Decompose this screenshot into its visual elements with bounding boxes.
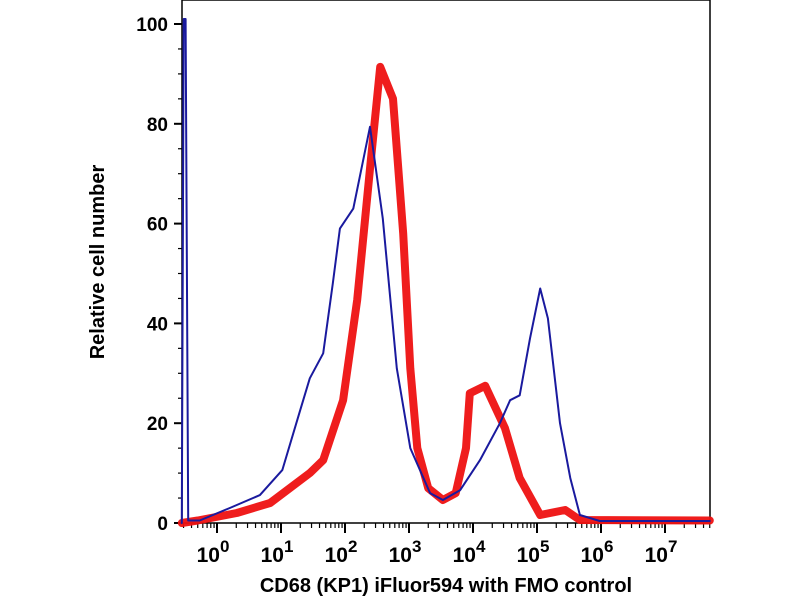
x-tick-base: 10 (325, 544, 348, 567)
y-tick-label: 20 (147, 414, 168, 435)
x-tick-label: 100 (197, 537, 230, 567)
x-tick-label: 102 (325, 537, 358, 567)
x-tick-label: 107 (645, 537, 678, 567)
plot-frame (181, 0, 711, 524)
y-axis-label: Relative cell number (87, 165, 109, 360)
x-tick-base: 10 (261, 544, 284, 567)
x-tick-label: 105 (517, 537, 550, 567)
y-tick-label: 80 (147, 115, 168, 136)
x-tick-label: 103 (389, 537, 422, 567)
x-tick-exponent: 1 (284, 537, 293, 556)
x-axis-label: CD68 (KP1) iFluor594 with FMO control (260, 575, 632, 597)
x-tick-label: 106 (581, 537, 614, 567)
y-tick-label: 100 (136, 15, 168, 36)
x-tick-base: 10 (453, 544, 476, 567)
x-tick-base: 10 (645, 544, 668, 567)
x-tick-exponent: 2 (348, 537, 357, 556)
x-tick-base: 10 (197, 544, 220, 567)
y-tick-label: 60 (147, 215, 168, 236)
x-tick-exponent: 7 (668, 537, 677, 556)
x-tick-exponent: 4 (476, 537, 486, 556)
y-tick-label: 40 (147, 314, 168, 335)
series-line-cd68 (177, 62, 714, 527)
x-axis: 100 101 102 103 104 105 106 107 (182, 523, 711, 567)
x-tick-base: 10 (581, 544, 604, 567)
x-tick-exponent: 5 (540, 537, 549, 556)
x-tick-exponent: 6 (604, 537, 613, 556)
x-tick-label: 104 (453, 537, 486, 567)
series-group (177, 18, 714, 527)
x-tick-base: 10 (517, 544, 540, 567)
x-tick-exponent: 3 (412, 537, 421, 556)
series-line-fmo-control (180, 18, 711, 524)
y-tick-label: 0 (157, 514, 168, 535)
x-tick-label: 101 (261, 537, 294, 567)
x-tick-base: 10 (389, 544, 412, 567)
y-axis: 0 20 40 60 80 100 (136, 15, 182, 535)
x-tick-exponent: 0 (220, 537, 229, 556)
